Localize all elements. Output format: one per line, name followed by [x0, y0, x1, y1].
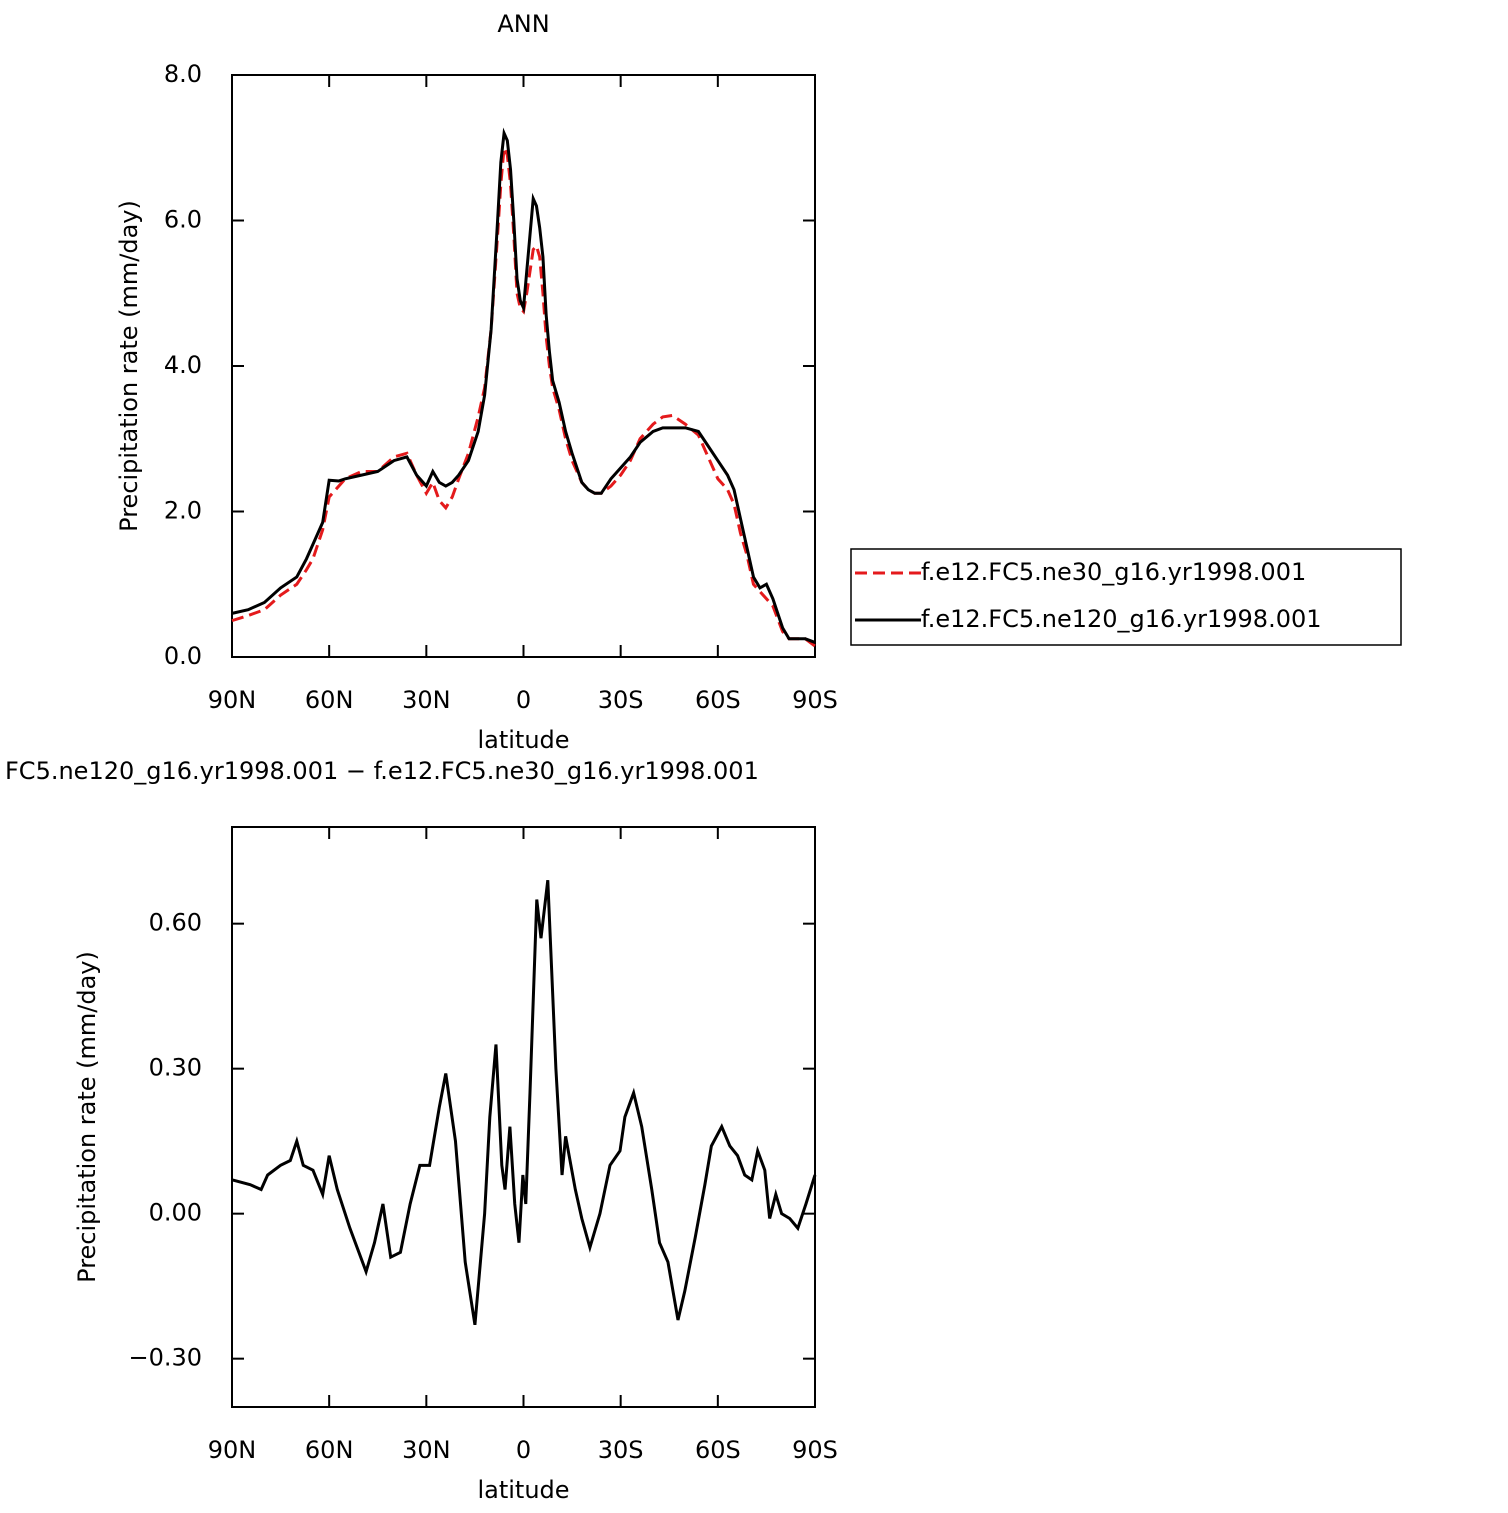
x-tick-label: 30N [402, 686, 451, 714]
x-tick-label: 90S [792, 686, 838, 714]
chart-title: FC5.ne120_g16.yr1998.001 − f.e12.FC5.ne3… [5, 757, 759, 785]
y-tick-label: 0.0 [164, 642, 202, 670]
x-tick-label: 60S [695, 686, 741, 714]
x-tick-label: 90N [208, 1436, 257, 1464]
x-tick-label: 0 [516, 686, 531, 714]
x-axis-label: latitude [477, 726, 569, 754]
plot-frame [231, 826, 816, 1408]
x-tick-label: 90N [208, 686, 257, 714]
y-tick-label: 0.30 [149, 1054, 202, 1082]
x-axis-label: latitude [477, 1476, 569, 1504]
y-tick-label: 0.00 [149, 1199, 202, 1227]
x-tick-label: 90S [792, 1436, 838, 1464]
data-line [231, 879, 817, 1326]
x-tick-label: 30S [598, 686, 644, 714]
data-line [231, 127, 816, 644]
x-tick-label: 30S [598, 1436, 644, 1464]
y-tick-label: 2.0 [164, 497, 202, 525]
y-axis-label: Precipitation rate (mm/day) [115, 200, 143, 532]
x-tick-label: 0 [516, 1436, 531, 1464]
y-tick-label: 0.60 [149, 909, 202, 937]
legend-label: f.e12.FC5.ne30_g16.yr1998.001 [921, 558, 1306, 586]
y-tick-label: 8.0 [164, 60, 202, 88]
y-tick-label: −0.30 [128, 1344, 202, 1372]
x-tick-label: 60S [695, 1436, 741, 1464]
y-tick-label: 6.0 [164, 206, 202, 234]
chart-title: ANN [497, 10, 549, 38]
data-line [231, 141, 816, 648]
plot-frame [231, 74, 816, 658]
legend-box [850, 548, 1402, 646]
y-axis-label: Precipitation rate (mm/day) [73, 951, 101, 1283]
x-tick-label: 60N [305, 1436, 354, 1464]
y-tick-label: 4.0 [164, 351, 202, 379]
x-tick-label: 30N [402, 1436, 451, 1464]
legend-label: f.e12.FC5.ne120_g16.yr1998.001 [921, 605, 1322, 633]
x-tick-label: 60N [305, 686, 354, 714]
